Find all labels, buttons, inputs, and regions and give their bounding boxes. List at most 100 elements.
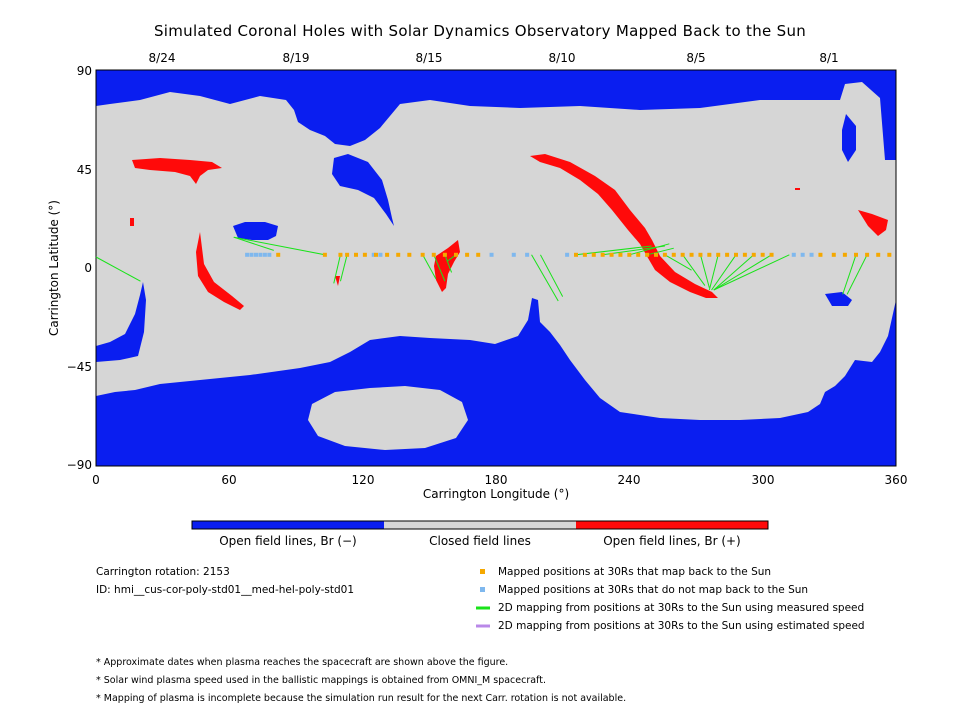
legend-item-mapped: Mapped positions at 30Rs that map back t… (498, 566, 772, 578)
measured-mapping-line (233, 236, 274, 251)
measured-mapping-line (682, 254, 706, 286)
x-tick-label: 360 (885, 473, 908, 487)
measured-mapping-line (339, 254, 348, 282)
mapped-point (345, 252, 350, 257)
mapped-point (662, 252, 667, 257)
mapped-point (818, 252, 823, 257)
mapped-point (609, 252, 614, 257)
mapped-point (600, 252, 605, 257)
measured-mapping-line (711, 254, 737, 291)
mapped-point (385, 252, 390, 257)
y-tick-label: 45 (77, 163, 92, 177)
mapped-point (769, 252, 774, 257)
date-tick-label: 8/10 (549, 51, 576, 65)
not-mapped-point (249, 252, 254, 257)
not-mapped-point (800, 252, 805, 257)
mapped-point (442, 252, 447, 257)
x-tick-label: 180 (485, 473, 508, 487)
mapped-point (865, 252, 870, 257)
not-mapped-point (254, 252, 258, 257)
date-tick-label: 8/15 (416, 51, 443, 65)
measured-mapping-line (233, 236, 325, 256)
mapped-point (636, 252, 641, 257)
x-tick-label: 60 (221, 473, 236, 487)
mapped-point (322, 252, 327, 257)
north-hole-tail (332, 154, 394, 226)
measured-mapping-line (629, 243, 670, 256)
measured-mapping-line (444, 254, 453, 273)
date-tick-label: 8/24 (149, 51, 176, 65)
red-hole-left-streak (196, 232, 244, 310)
x-tick-label: 120 (352, 473, 375, 487)
mapped-point (627, 252, 632, 257)
mapped-point (680, 252, 685, 257)
red-speck-2 (795, 188, 800, 190)
mapped-point (742, 252, 747, 257)
y-tick-label: 0 (84, 261, 92, 275)
red-hole-left-north (132, 158, 222, 184)
legend-item-not-mapped: Mapped positions at 30Rs that do not map… (498, 584, 809, 596)
measured-mapping-line (713, 254, 772, 291)
red-speck-3 (335, 276, 340, 286)
not-mapped-point (262, 252, 267, 257)
not-mapped-point (791, 252, 796, 257)
mapped-point (407, 252, 412, 257)
date-tick-label: 8/5 (686, 51, 705, 65)
colorbar-label-positive: Open field lines, Br (+) (603, 534, 741, 548)
x-tick-label: 240 (618, 473, 641, 487)
measured-mapping-line (575, 245, 652, 256)
mapped-point (887, 252, 892, 257)
mapped-point (671, 252, 676, 257)
mapped-point (876, 252, 881, 257)
mapped-point (374, 252, 378, 257)
date-tick-label: 8/19 (283, 51, 310, 65)
legend-swatch-mapped (480, 569, 485, 574)
mapped-point (689, 252, 694, 257)
colorbar-closed (384, 521, 576, 529)
footnote: * Mapping of plasma is incomplete becaus… (96, 693, 627, 704)
y-tick-label: 90 (77, 64, 92, 78)
colorbar-label-closed: Closed field lines (429, 534, 531, 548)
mapped-point (476, 252, 481, 257)
colorbar-open-positive (576, 521, 768, 529)
x-tick-label: 0 (92, 473, 100, 487)
mapped-point (465, 252, 470, 257)
red-hole-right (858, 210, 888, 236)
not-mapped-point (511, 252, 516, 257)
colorbar (191, 520, 769, 530)
x-axis: 0 60 120 180 240 300 360 Carrington Long… (92, 473, 907, 501)
measured-mapping-line (422, 254, 437, 280)
x-tick-label: 300 (752, 473, 775, 487)
mid-blue-hole (233, 222, 278, 240)
mapped-point (760, 252, 765, 257)
legend-swatch-not-mapped (480, 587, 485, 592)
x-axis-label: Carrington Longitude (°) (423, 487, 569, 501)
measured-mapping-line (540, 254, 564, 297)
mapped-point (654, 252, 658, 257)
south-lobe-right (825, 292, 852, 306)
run-id: ID: hmi__cus-cor-poly-std01__med-hel-pol… (96, 584, 355, 596)
mapped-point (362, 252, 367, 257)
measured-mapping-line (646, 247, 674, 256)
measured-mapping-line (95, 256, 141, 282)
measured-mapping-line (713, 254, 755, 291)
y-tick-label: −45 (67, 360, 92, 374)
south-polar-hole (96, 298, 896, 466)
mapped-point (574, 252, 578, 257)
not-mapped-point (525, 252, 530, 257)
not-mapped-point (809, 252, 814, 257)
north-hole-lobe-right (842, 114, 856, 162)
legend-swatches (476, 569, 490, 628)
measured-mapping-line (708, 254, 719, 291)
mapped-point (396, 252, 401, 257)
map-panel (95, 69, 897, 467)
not-mapped-point (258, 252, 263, 257)
mapped-point (420, 252, 425, 257)
mapped-point (354, 252, 358, 257)
mapped-point (842, 252, 847, 257)
colorbar-label-negative: Open field lines, Br (−) (219, 534, 357, 548)
measured-mapping-line (531, 254, 559, 302)
colorbar-open-negative (192, 521, 384, 529)
mapped-point (698, 252, 703, 257)
mapped-point (716, 252, 721, 257)
